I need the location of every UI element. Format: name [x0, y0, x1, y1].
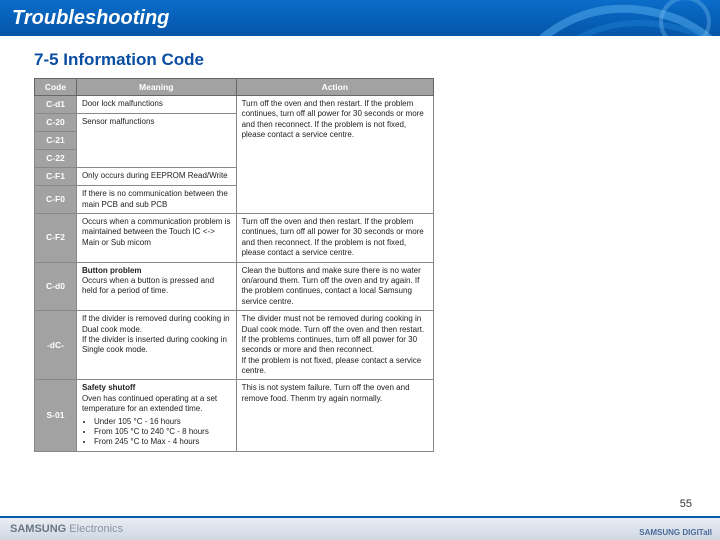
code-cell: C-20: [35, 114, 77, 132]
header-bar: Troubleshooting: [0, 0, 720, 36]
code-cell: C-F1: [35, 168, 77, 186]
footer-logo: SAMSUNG DIGITall: [639, 528, 712, 537]
meaning-cell: If the divider is removed during cooking…: [76, 311, 236, 380]
meaning-cell: Only occurs during EEPROM Read/Write: [76, 168, 236, 186]
code-cell: C-F0: [35, 186, 77, 214]
header-swirl-graphic: [540, 0, 720, 36]
page-number: 55: [680, 498, 692, 510]
meaning-cell: Sensor malfunctions: [76, 114, 236, 168]
meaning-cell: Button problem Occurs when a button is p…: [76, 262, 236, 311]
table-header-row: Code Meaning Action: [35, 79, 434, 96]
action-cell: Clean the buttons and make sure there is…: [236, 262, 433, 311]
code-cell: C-d0: [35, 262, 77, 311]
meaning-title: Button problem: [82, 266, 142, 275]
code-cell: C-d1: [35, 96, 77, 114]
footer-brand: SAMSUNG Electronics: [10, 523, 123, 535]
bullet-item: Under 105 °C - 16 hours: [94, 417, 231, 427]
action-cell: Turn off the oven and then restart. If t…: [236, 96, 433, 214]
header-title: Troubleshooting: [12, 7, 169, 30]
meaning-bullets: Under 105 °C - 16 hours From 105 °C to 2…: [94, 417, 231, 448]
bullet-item: From 105 °C to 240 °C - 8 hours: [94, 427, 231, 437]
table-row: -dC- If the divider is removed during co…: [35, 311, 434, 380]
meaning-cell: Occurs when a communication problem is m…: [76, 214, 236, 263]
table-row: C-d0 Button problem Occurs when a button…: [35, 262, 434, 311]
code-cell: C-F2: [35, 214, 77, 263]
bullet-item: From 245 °C to Max - 4 hours: [94, 437, 231, 447]
footer-brand-light: Electronics: [66, 523, 123, 535]
action-cell: This is not system failure. Turn off the…: [236, 380, 433, 451]
section-title: 7-5 Information Code: [34, 50, 720, 70]
meaning-body: Oven has continued operating at a set te…: [82, 394, 217, 413]
meaning-cell: Door lock malfunctions: [76, 96, 236, 114]
col-action: Action: [236, 79, 433, 96]
footer-brand-bold: SAMSUNG: [10, 523, 66, 535]
code-cell: C-21: [35, 132, 77, 150]
col-meaning: Meaning: [76, 79, 236, 96]
info-code-table: Code Meaning Action C-d1 Door lock malfu…: [34, 78, 434, 452]
table-row: C-d1 Door lock malfunctions Turn off the…: [35, 96, 434, 114]
code-cell: S-01: [35, 380, 77, 451]
action-cell: The divider must not be removed during c…: [236, 311, 433, 380]
info-code-table-wrap: Code Meaning Action C-d1 Door lock malfu…: [34, 78, 434, 452]
table-row: S-01 Safety shutoff Oven has continued o…: [35, 380, 434, 451]
meaning-cell: If there is no communication between the…: [76, 186, 236, 214]
table-row: C-F2 Occurs when a communication problem…: [35, 214, 434, 263]
meaning-body: Occurs when a button is pressed and held…: [82, 276, 214, 295]
footer-bar: SAMSUNG Electronics SAMSUNG DIGITall: [0, 516, 720, 540]
col-code: Code: [35, 79, 77, 96]
action-cell: Turn off the oven and then restart. If t…: [236, 214, 433, 263]
code-cell: C-22: [35, 150, 77, 168]
code-cell: -dC-: [35, 311, 77, 380]
meaning-cell: Safety shutoff Oven has continued operat…: [76, 380, 236, 451]
meaning-title: Safety shutoff: [82, 383, 135, 392]
